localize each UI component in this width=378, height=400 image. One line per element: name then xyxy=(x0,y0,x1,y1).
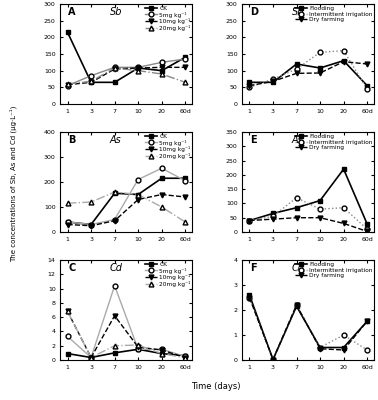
Text: Time (days): Time (days) xyxy=(191,382,240,391)
Legend: CK, 5mg kg⁻¹, 10mg kg⁻¹, 20mg kg⁻¹: CK, 5mg kg⁻¹, 10mg kg⁻¹, 20mg kg⁻¹ xyxy=(144,5,191,32)
Text: F: F xyxy=(250,263,257,273)
Legend: Flooding, Intermittent irrigation, Dry farming: Flooding, Intermittent irrigation, Dry f… xyxy=(294,133,373,151)
Text: C: C xyxy=(68,263,76,273)
Text: The concentrations of Sb, As and Cd (μg·L⁻¹): The concentrations of Sb, As and Cd (μg·… xyxy=(9,106,17,262)
Text: Sb: Sb xyxy=(291,7,304,17)
Text: Cd: Cd xyxy=(291,263,304,273)
Legend: CK, 5mg kg⁻¹, 10mg kg⁻¹, 20mg kg⁻¹: CK, 5mg kg⁻¹, 10mg kg⁻¹, 20mg kg⁻¹ xyxy=(144,261,191,288)
Text: B: B xyxy=(68,135,76,145)
Text: Cd: Cd xyxy=(109,263,122,273)
Text: As: As xyxy=(292,135,304,145)
Text: D: D xyxy=(250,7,258,17)
Legend: Flooding, Intermittent irrigation, Dry farming: Flooding, Intermittent irrigation, Dry f… xyxy=(294,5,373,23)
Text: E: E xyxy=(250,135,257,145)
Text: Sb: Sb xyxy=(110,7,122,17)
Legend: CK, 5mg kg⁻¹, 10mg kg⁻¹, 20mg kg⁻¹: CK, 5mg kg⁻¹, 10mg kg⁻¹, 20mg kg⁻¹ xyxy=(144,133,191,160)
Text: A: A xyxy=(68,7,76,17)
Legend: Flooding, Intermittent irrigation, Dry farming: Flooding, Intermittent irrigation, Dry f… xyxy=(294,261,373,279)
Text: As: As xyxy=(110,135,122,145)
